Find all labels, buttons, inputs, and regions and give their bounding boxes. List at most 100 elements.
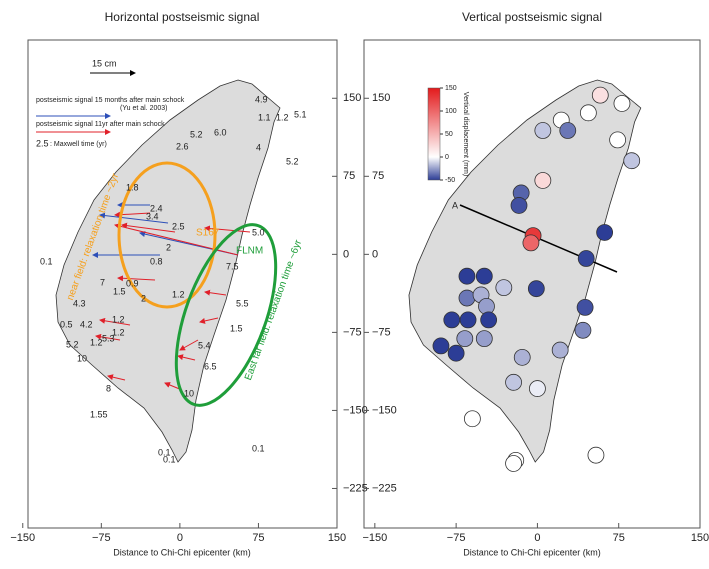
maxwell-label: 0.5 [60,319,73,329]
station [610,132,626,148]
station [523,235,539,251]
maxwell-label: 0.1 [163,454,176,464]
x-tick-label: 0 [177,532,183,544]
station [535,123,551,139]
maxwell-label: 4.2 [80,319,93,329]
maxwell-label: 6.0 [214,127,227,137]
maxwell-label: 1.2 [90,337,103,347]
station [506,455,522,471]
station [624,153,640,169]
maxwell-label: 0.1 [40,256,53,266]
station [578,251,594,267]
panel-title: Vertical postseismic signal [462,10,602,24]
maxwell-label: 7 [100,277,105,287]
station [459,268,475,284]
x-axis-label: Distance to Chi-Chi epicenter (km) [113,547,251,557]
figure: Horizontal postseismic signal Distance t… [0,0,709,564]
maxwell-label: 5.5 [236,298,249,308]
x-tick-label: −75 [92,532,111,544]
y-tick-label: −225 [372,482,397,494]
station [577,299,593,315]
x-tick-label: 75 [613,532,625,544]
x-tick-label: −150 [362,532,387,544]
station [580,105,596,121]
maxwell-label: 1.2 [172,289,185,299]
colorbar-label: Vertical displacement (mm) [462,92,469,176]
maxwell-label: 8 [106,383,111,393]
maxwell-label: 1.5 [113,286,126,296]
maxwell-label: 4 [256,142,261,152]
legend-text: (Yu et al. 2003) [120,105,167,112]
maxwell-label: 0.1 [252,443,265,453]
station [476,268,492,284]
maxwell-label: 2 [141,293,146,303]
station [476,331,492,347]
station [575,322,591,338]
legend-text: postseismic signal 15 months after main … [36,97,185,104]
maxwell-label: 2 [166,242,171,252]
maxwell-label: 6.5 [204,361,217,371]
legend-text: 2.5 [36,138,49,148]
station [464,411,480,427]
maxwell-label: 0.9 [126,278,139,288]
colorbar-tick-label: 50 [445,131,453,138]
maxwell-label: 1.2 [112,314,125,324]
station [597,224,613,240]
maxwell-label: 1.5 [230,323,243,333]
x-axis-label: Distance to Chi-Chi epicenter (km) [463,547,601,557]
y-tick-label: −75 [343,326,362,338]
x-tick-label: 150 [691,532,709,544]
profile-label: A [452,200,458,210]
station [481,312,497,328]
x-tick-label: 75 [252,532,264,544]
station [592,87,608,103]
station [506,374,522,390]
maxwell-label: 5.1 [294,109,307,119]
x-tick-label: 0 [534,532,540,544]
station [460,312,476,328]
colorbar-tick-label: -50 [445,177,455,184]
maxwell-label: 7.5 [226,261,239,271]
maxwell-label: 3.4 [146,211,159,221]
maxwell-label: 1.1 [258,112,271,122]
maxwell-label: 5.3 [102,333,115,343]
y-tick-label: 150 [343,92,361,104]
station [496,280,512,296]
station [560,123,576,139]
scale-label: 15 cm [92,58,117,68]
legend-text: postseismic signal 11yr after main schoc… [36,121,165,128]
station [528,281,544,297]
maxwell-label: 4.3 [73,298,86,308]
maxwell-label: 1.8 [126,182,139,192]
maxwell-label: 5.2 [66,339,79,349]
station [529,381,545,397]
y-tick-label: 75 [372,170,384,182]
y-tick-label: 0 [343,248,349,260]
y-tick-label: 75 [343,170,355,182]
maxwell-label: 5.4 [198,340,211,350]
station [448,345,464,361]
station [459,290,475,306]
station [614,95,630,111]
station-label: FLNM [236,246,263,257]
station [535,172,551,188]
colorbar-tick-label: 0 [445,154,449,161]
station [588,447,604,463]
maxwell-label: 5.2 [286,156,299,166]
maxwell-label: 10 [77,353,87,363]
colorbar-tick-label: 150 [445,85,457,92]
y-tick-label: 0 [372,248,378,260]
station-label: S167 [196,228,220,239]
maxwell-label: 0.8 [150,256,163,266]
station [444,312,460,328]
station [552,342,568,358]
legend-text: : Maxwell time (yr) [50,141,107,148]
x-tick-label: −75 [447,532,466,544]
y-tick-label: 150 [372,92,390,104]
station [457,331,473,347]
maxwell-label: 10 [184,388,194,398]
maxwell-label: 4.9 [255,94,268,104]
maxwell-label: 2.5 [172,221,185,231]
maxwell-label: 1.2 [276,112,289,122]
y-tick-label: −150 [372,404,397,416]
